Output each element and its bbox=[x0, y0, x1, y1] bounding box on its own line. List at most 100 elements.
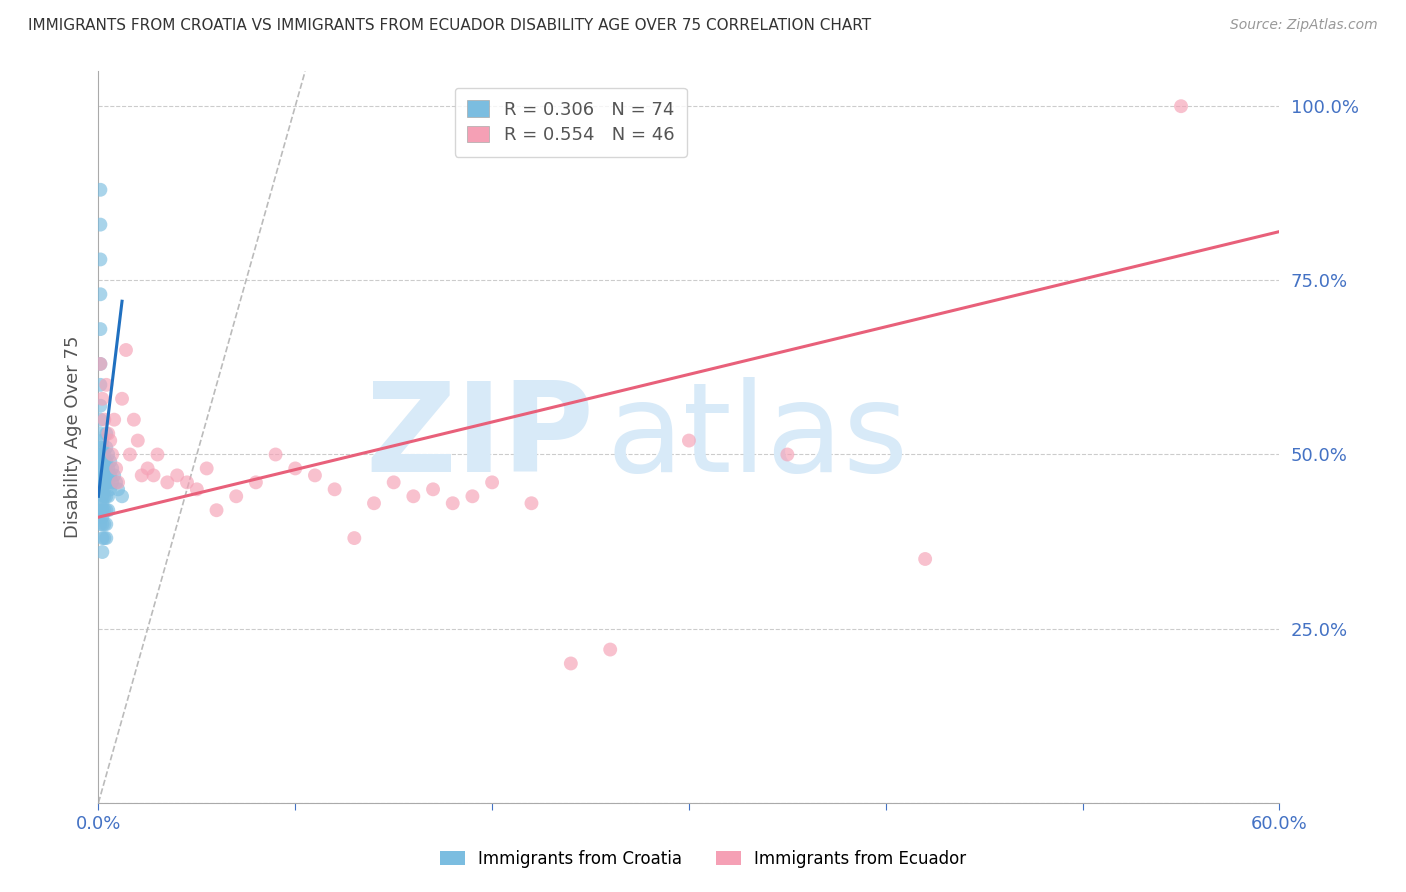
Point bbox=[89, 412, 111, 426]
Point bbox=[914, 552, 936, 566]
Point bbox=[91, 448, 114, 462]
Text: IMMIGRANTS FROM CROATIA VS IMMIGRANTS FROM ECUADOR DISABILITY AGE OVER 75 CORREL: IMMIGRANTS FROM CROATIA VS IMMIGRANTS FR… bbox=[28, 18, 872, 33]
Point bbox=[402, 489, 425, 503]
Point bbox=[89, 503, 111, 517]
Point bbox=[91, 454, 114, 468]
Point bbox=[97, 448, 120, 462]
Point bbox=[96, 489, 118, 503]
Point bbox=[93, 489, 115, 503]
Point bbox=[89, 496, 111, 510]
Point bbox=[422, 483, 444, 497]
Point bbox=[156, 475, 179, 490]
Point bbox=[93, 483, 115, 497]
Point bbox=[560, 657, 582, 671]
Point bbox=[127, 434, 149, 448]
Point bbox=[131, 468, 153, 483]
Point bbox=[93, 448, 115, 462]
Point bbox=[96, 441, 118, 455]
Point bbox=[101, 475, 124, 490]
Point bbox=[97, 489, 120, 503]
Point bbox=[93, 517, 115, 532]
Point bbox=[93, 475, 115, 490]
Point bbox=[678, 434, 700, 448]
Point bbox=[93, 503, 115, 517]
Point bbox=[101, 461, 124, 475]
Point bbox=[89, 475, 111, 490]
Point bbox=[89, 461, 111, 475]
Point bbox=[122, 412, 145, 426]
Point bbox=[89, 218, 111, 232]
Point bbox=[101, 448, 124, 462]
Point bbox=[142, 468, 165, 483]
Point bbox=[89, 399, 111, 413]
Y-axis label: Disability Age Over 75: Disability Age Over 75 bbox=[65, 335, 83, 539]
Point bbox=[382, 475, 405, 490]
Point bbox=[461, 489, 484, 503]
Point bbox=[96, 503, 118, 517]
Point bbox=[89, 357, 111, 371]
Point bbox=[103, 412, 125, 426]
Point bbox=[166, 468, 188, 483]
Point bbox=[93, 461, 115, 475]
Point bbox=[304, 468, 326, 483]
Point bbox=[91, 531, 114, 545]
Point bbox=[89, 322, 111, 336]
Text: Source: ZipAtlas.com: Source: ZipAtlas.com bbox=[1230, 18, 1378, 32]
Point bbox=[91, 475, 114, 490]
Point bbox=[91, 483, 114, 497]
Point bbox=[98, 454, 121, 468]
Point bbox=[284, 461, 307, 475]
Point bbox=[93, 531, 115, 545]
Point bbox=[186, 483, 208, 497]
Point bbox=[91, 496, 114, 510]
Point bbox=[93, 412, 115, 426]
Point bbox=[89, 252, 111, 267]
Point bbox=[91, 434, 114, 448]
Point bbox=[91, 517, 114, 532]
Point bbox=[89, 517, 111, 532]
Point bbox=[96, 468, 118, 483]
Point bbox=[89, 441, 111, 455]
Point bbox=[93, 454, 115, 468]
Point bbox=[91, 441, 114, 455]
Point bbox=[115, 343, 138, 357]
Point bbox=[599, 642, 621, 657]
Point bbox=[91, 392, 114, 406]
Point bbox=[195, 461, 218, 475]
Point bbox=[205, 503, 228, 517]
Point bbox=[98, 483, 121, 497]
Point bbox=[89, 468, 111, 483]
Point bbox=[91, 545, 114, 559]
Point bbox=[111, 392, 134, 406]
Text: ZIP: ZIP bbox=[366, 376, 595, 498]
Point bbox=[96, 454, 118, 468]
Point bbox=[97, 426, 120, 441]
Point bbox=[105, 475, 128, 490]
Point bbox=[264, 448, 287, 462]
Point bbox=[97, 503, 120, 517]
Point bbox=[96, 475, 118, 490]
Point bbox=[323, 483, 346, 497]
Point bbox=[89, 377, 111, 392]
Point bbox=[107, 483, 129, 497]
Point bbox=[89, 483, 111, 497]
Point bbox=[441, 496, 464, 510]
Point bbox=[89, 357, 111, 371]
Point bbox=[776, 448, 799, 462]
Point bbox=[91, 461, 114, 475]
Point bbox=[96, 461, 118, 475]
Point bbox=[96, 531, 118, 545]
Point bbox=[245, 475, 267, 490]
Point bbox=[363, 496, 385, 510]
Point bbox=[96, 517, 118, 532]
Point bbox=[98, 468, 121, 483]
Point bbox=[91, 503, 114, 517]
Point bbox=[225, 489, 247, 503]
Point bbox=[97, 475, 120, 490]
Point bbox=[103, 468, 125, 483]
Legend: Immigrants from Croatia, Immigrants from Ecuador: Immigrants from Croatia, Immigrants from… bbox=[433, 844, 973, 875]
Point bbox=[91, 448, 114, 462]
Point bbox=[97, 461, 120, 475]
Point bbox=[111, 489, 134, 503]
Point bbox=[91, 461, 114, 475]
